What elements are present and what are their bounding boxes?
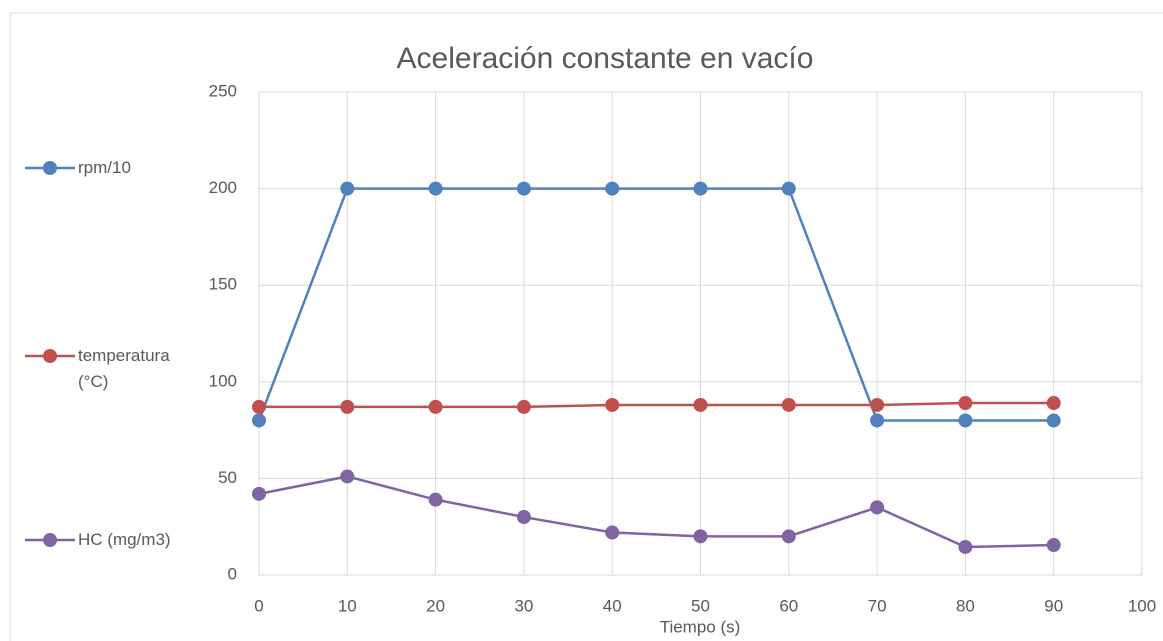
data-point	[428, 492, 443, 507]
data-point	[340, 181, 355, 196]
data-point	[958, 539, 973, 554]
data-point	[428, 181, 443, 196]
legend-label: temperatura (°C)	[78, 346, 170, 391]
data-point	[1046, 396, 1061, 411]
data-point	[693, 181, 708, 196]
x-tick-label: 0	[254, 596, 263, 615]
legend-marker	[43, 533, 57, 547]
data-point	[781, 397, 796, 412]
legend-marker	[43, 349, 57, 363]
y-tick-label: 100	[209, 371, 237, 390]
y-tick-label: 250	[209, 81, 237, 100]
data-point	[781, 181, 796, 196]
data-point	[605, 397, 620, 412]
y-tick-label: 0	[228, 564, 237, 583]
chart-title: Aceleración constante en vacío	[397, 42, 814, 75]
chart-frame	[9, 12, 1163, 641]
data-point	[958, 396, 973, 411]
x-tick-label: 70	[868, 596, 887, 615]
y-tick-label: 150	[209, 275, 237, 294]
series-line	[258, 475, 1054, 549]
y-tick-label: 200	[209, 178, 237, 197]
x-tick-label: 20	[426, 596, 445, 615]
data-point	[870, 500, 885, 515]
x-tick-label: 10	[338, 596, 357, 615]
series-line	[259, 401, 1054, 409]
data-point	[340, 399, 355, 414]
x-tick-label: 100	[1128, 596, 1156, 615]
data-point	[605, 525, 620, 540]
data-point	[516, 181, 531, 196]
data-point	[428, 399, 443, 414]
x-tick-label: 40	[603, 596, 622, 615]
data-point	[693, 397, 708, 412]
data-point	[870, 397, 885, 412]
y-tick-label: 50	[218, 468, 237, 487]
data-point	[870, 413, 885, 428]
data-point	[252, 413, 266, 428]
data-point	[516, 399, 531, 414]
x-tick-label: 80	[956, 596, 975, 615]
x-tick-label: 60	[779, 596, 798, 615]
x-tick-label: 30	[514, 596, 533, 615]
x-tick-label: 50	[691, 596, 710, 615]
data-point	[1046, 538, 1061, 553]
data-point	[1046, 413, 1061, 428]
data-point	[340, 469, 355, 484]
data-point	[693, 529, 708, 544]
data-point	[958, 413, 973, 428]
x-axis-title: Tiempo (s)	[660, 617, 741, 636]
legend-label: HC (mg/m3)	[78, 530, 171, 549]
data-point	[781, 529, 796, 544]
legend-marker	[43, 161, 57, 175]
data-point	[516, 510, 531, 525]
data-point	[252, 399, 266, 414]
data-point	[252, 486, 266, 501]
data-point	[605, 181, 620, 196]
legend-label: rpm/10	[78, 158, 131, 177]
x-tick-label: 90	[1044, 596, 1063, 615]
series-line	[257, 187, 1054, 422]
